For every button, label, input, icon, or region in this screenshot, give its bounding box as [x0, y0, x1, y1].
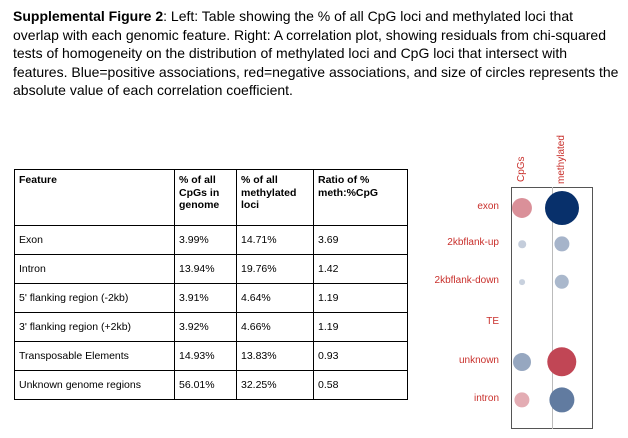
corr-circle-2kbflank-down-methylated — [554, 274, 570, 290]
row-label-2kbflank-up: 2kbflank-up — [447, 237, 499, 248]
table-row: Intron 13.94% 19.76% 1.42 — [14, 254, 408, 284]
cell-pct-methylated: 13.83% — [236, 341, 314, 371]
column-divider — [552, 187, 553, 429]
table-row: 3' flanking region (+2kb) 3.92% 4.66% 1.… — [14, 312, 408, 342]
table-row: Exon 3.99% 14.71% 3.69 — [14, 225, 408, 255]
cell-ratio: 1.19 — [313, 283, 408, 313]
row-label-te: TE — [486, 316, 499, 327]
cell-pct-cpgs: 3.99% — [174, 225, 237, 255]
cell-feature: Transposable Elements — [14, 341, 175, 371]
corr-circle-unknown-methylated — [547, 347, 577, 377]
header-pct-methylated: % of all methylated loci — [236, 169, 314, 226]
cell-ratio: 1.42 — [313, 254, 408, 284]
column-label-methylated: methylated — [556, 135, 567, 184]
cell-pct-cpgs: 14.93% — [174, 341, 237, 371]
figure-caption: Supplemental Figure 2: Left: Table showi… — [13, 7, 619, 100]
corr-circle-2kbflank-up-methylated — [554, 236, 570, 252]
corr-circle-intron-methylated — [549, 387, 575, 413]
column-label-cpgs: CpGs — [516, 156, 527, 182]
cell-pct-methylated: 19.76% — [236, 254, 314, 284]
caption-text: : Left: Table showing the % of all CpG l… — [13, 8, 619, 99]
corr-circle-2kbflank-up-cpgs — [518, 240, 526, 248]
row-label-intron: intron — [473, 393, 499, 404]
header-feature: Feature — [14, 169, 175, 226]
corr-circle-intron-cpgs — [514, 392, 530, 408]
cell-feature: Exon — [14, 225, 175, 255]
cell-feature: Intron — [14, 254, 175, 284]
cell-pct-methylated: 4.66% — [236, 312, 314, 342]
corr-circle-unknown-cpgs — [513, 353, 531, 371]
cell-ratio: 0.58 — [313, 370, 408, 400]
caption-lead: Supplemental Figure 2 — [13, 8, 164, 24]
table-header-row: Feature % of all CpGs in genome % of all… — [14, 169, 408, 226]
corr-circle-exon-cpgs — [511, 197, 533, 219]
cell-pct-cpgs: 56.01% — [174, 370, 237, 400]
table-row: Transposable Elements 14.93% 13.83% 0.93 — [14, 341, 408, 371]
cell-ratio: 3.69 — [313, 225, 408, 255]
row-label-exon: exon — [477, 201, 499, 212]
cell-pct-cpgs: 3.91% — [174, 283, 237, 313]
cell-ratio: 1.19 — [313, 312, 408, 342]
cell-feature: Unknown genome regions — [14, 370, 175, 400]
header-pct-cpgs: % of all CpGs in genome — [174, 169, 237, 226]
cell-pct-methylated: 32.25% — [236, 370, 314, 400]
cell-feature: 5' flanking region (-2kb) — [14, 283, 175, 313]
cell-feature: 3' flanking region (+2kb) — [14, 312, 175, 342]
corr-circle-2kbflank-down-cpgs — [519, 279, 525, 285]
table-row: 5' flanking region (-2kb) 3.91% 4.64% 1.… — [14, 283, 408, 313]
table-row: Unknown genome regions 56.01% 32.25% 0.5… — [14, 370, 408, 400]
row-label-2kbflank-down: 2kbflank-down — [434, 275, 499, 286]
corr-circle-exon-methylated — [545, 191, 579, 225]
correlation-plot: CpGs methylated exon 2kbflank-up 2kbflank-do… — [410, 110, 620, 430]
header-ratio: Ratio of % meth:%CpG — [313, 169, 408, 226]
cell-pct-methylated: 4.64% — [236, 283, 314, 313]
cell-pct-methylated: 14.71% — [236, 225, 314, 255]
cell-ratio: 0.93 — [313, 341, 408, 371]
feature-table: Feature % of all CpGs in genome % of all… — [14, 169, 408, 400]
cell-pct-cpgs: 13.94% — [174, 254, 237, 284]
cell-pct-cpgs: 3.92% — [174, 312, 237, 342]
row-label-unknown: unknown — [458, 355, 499, 366]
